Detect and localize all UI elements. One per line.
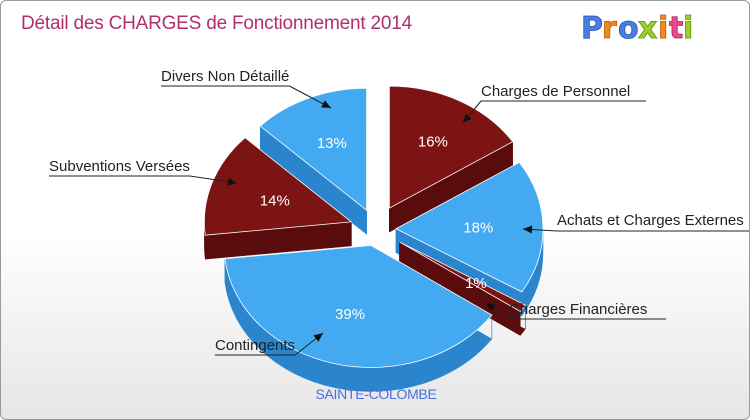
pie-category-label: Contingents <box>215 337 295 354</box>
commune-name: SAINTE-COLOMBE <box>315 386 437 402</box>
pie-category-label: Charges de Personnel <box>481 83 630 100</box>
leader-arrow <box>227 177 237 186</box>
svg-text:o: o <box>618 11 639 46</box>
pie-category-label: Subventions Versées <box>49 158 190 175</box>
pie-slice-4 <box>204 137 353 236</box>
proxiti-logo: P r o x i t i <box>579 7 699 51</box>
svg-text:i: i <box>683 11 693 46</box>
svg-text:i: i <box>658 11 668 46</box>
svg-text:x: x <box>638 11 657 46</box>
pie-value-label: 14% <box>260 192 290 209</box>
pie-value-label: 18% <box>463 220 493 237</box>
leader-arrow <box>321 100 331 108</box>
proxiti-logo-graphic: P r o x i t i <box>581 11 694 47</box>
pie-value-label: 39% <box>335 306 365 323</box>
leader-arrow <box>486 303 496 312</box>
chart-title: Détail des CHARGES de Fonctionnement 201… <box>21 13 413 34</box>
pie-slice-2 <box>399 241 526 313</box>
leader-arrow <box>313 333 323 342</box>
leader-arrow <box>463 113 472 123</box>
pie-value-label: 13% <box>317 135 347 152</box>
pie-value-label: 1% <box>465 275 487 292</box>
pie-category-label: Divers Non Détaillé <box>161 68 289 85</box>
svg-text:r: r <box>602 11 617 46</box>
pie-slice-0 <box>388 85 514 209</box>
svg-text:P: P <box>581 11 603 46</box>
svg-text:t: t <box>669 11 683 46</box>
pie-slice-1 <box>395 161 544 293</box>
pie-slice-3 <box>224 245 493 368</box>
leader-arrow <box>523 225 533 234</box>
pie-slice-5 <box>259 87 367 212</box>
pie-category-label: Charges Financières <box>509 301 647 318</box>
pie-value-label: 16% <box>418 134 448 151</box>
pie-category-label: Achats et Charges Externes <box>557 212 744 229</box>
